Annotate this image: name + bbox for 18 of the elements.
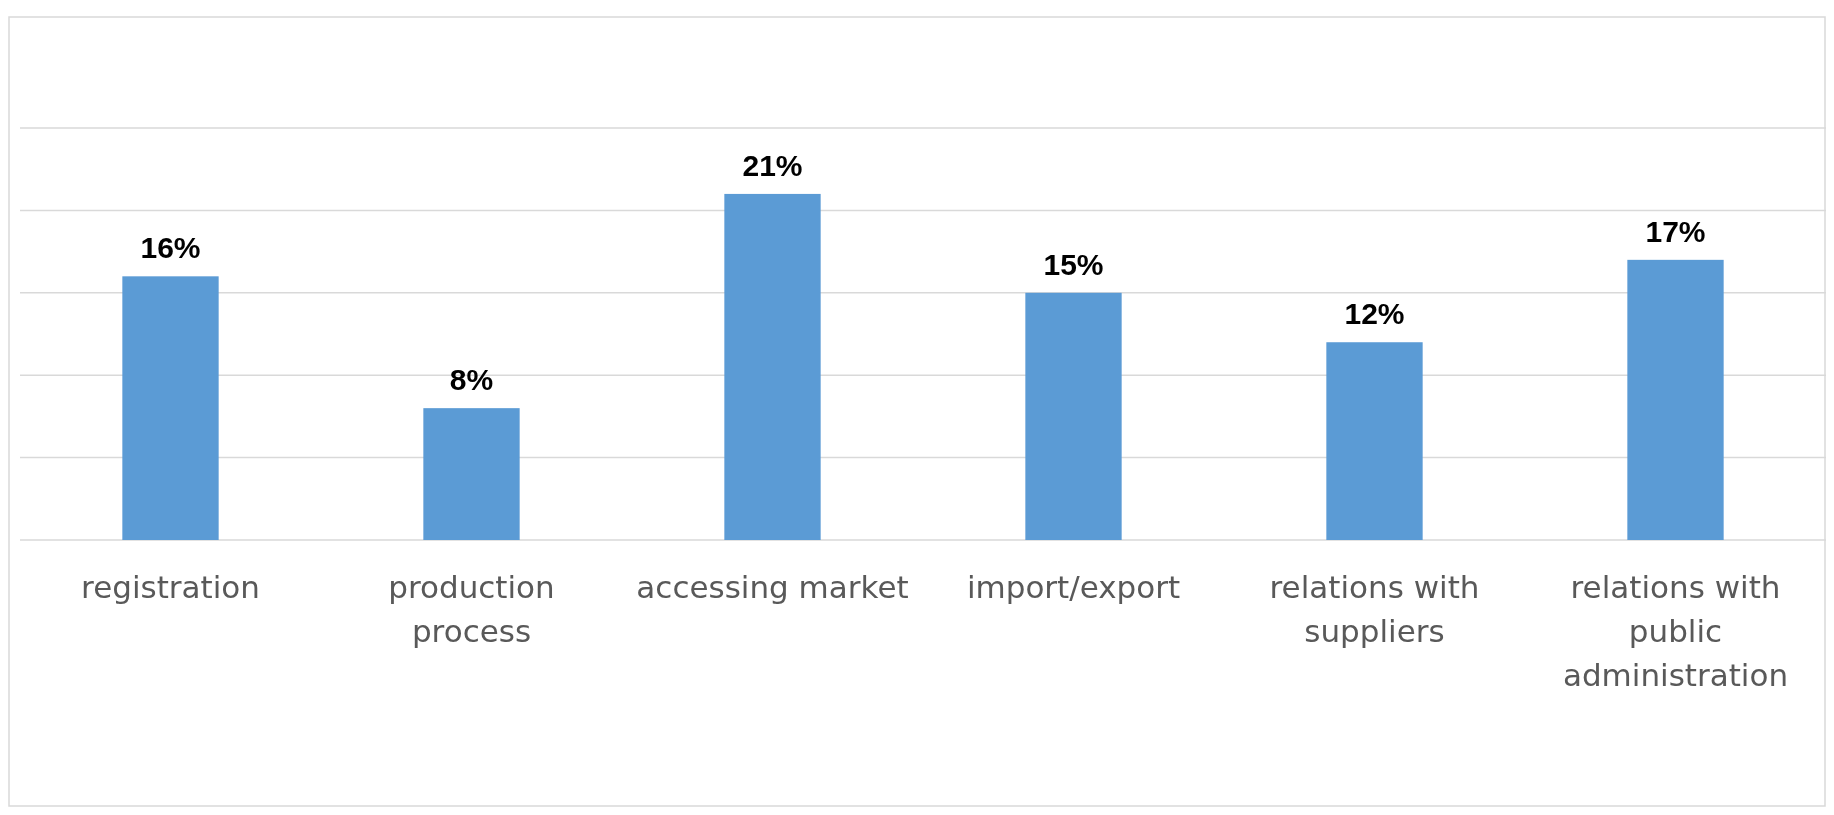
x-tick-label: import/export <box>966 569 1181 605</box>
data-label: 21% <box>742 148 803 182</box>
bar <box>1025 292 1122 540</box>
x-tick-label: accessing market <box>636 569 909 605</box>
bar <box>423 408 520 540</box>
data-label: 12% <box>1344 297 1405 331</box>
data-label: 17% <box>1645 214 1706 248</box>
x-tick-label: relations with suppliers <box>1269 569 1480 649</box>
bar <box>122 276 219 540</box>
data-label: 16% <box>140 231 201 265</box>
bar <box>1326 342 1423 540</box>
bar <box>724 193 821 540</box>
data-label: 8% <box>449 363 494 397</box>
x-tick-label: relations with public administration <box>1562 569 1789 693</box>
x-tick-label: registration <box>81 569 260 605</box>
data-label: 15% <box>1043 247 1104 281</box>
bar <box>1627 259 1724 540</box>
x-tick-label: production process <box>388 569 555 649</box>
